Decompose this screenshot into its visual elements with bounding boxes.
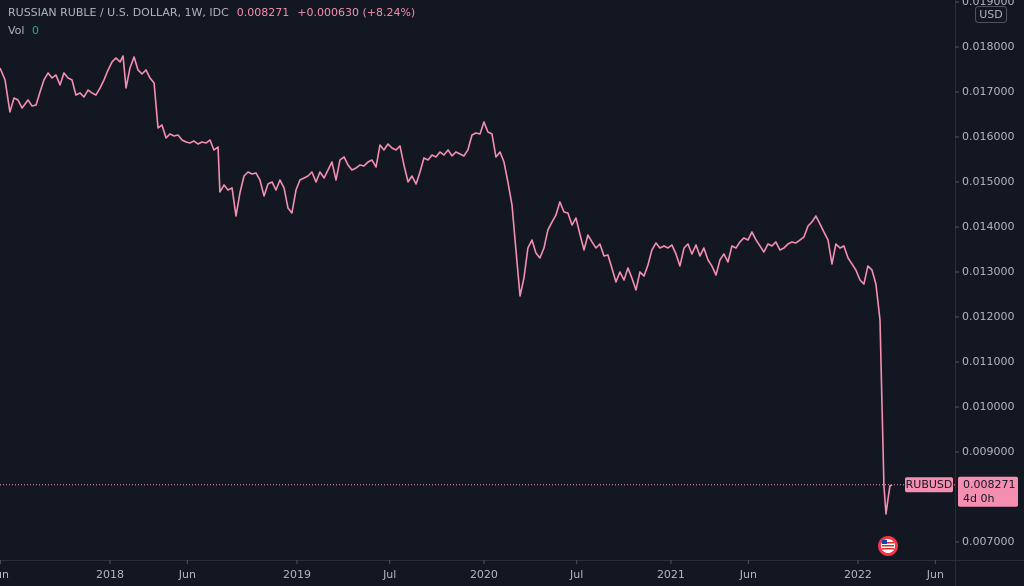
y-tick-label: 0.017000 [962, 85, 1015, 98]
header-price: 0.008271 [237, 6, 290, 19]
flag-stripe [882, 545, 894, 547]
x-tick-label: 2019 [283, 568, 311, 581]
x-tick-label: Jun [739, 568, 757, 581]
event-flag[interactable] [878, 536, 898, 556]
overlay: RUSSIAN RUBLE / U.S. DOLLAR, 1W, IDC 0.0… [8, 6, 1018, 556]
x-tick-label: Jul [382, 568, 396, 581]
y-tick-label: 0.011000 [962, 355, 1015, 368]
y-tick-label: 0.013000 [962, 265, 1015, 278]
x-tick-label: Jun [0, 568, 9, 581]
y-tick-label: 0.009000 [962, 445, 1015, 458]
x-tick-label: Jun [178, 568, 196, 581]
flag-stripe [882, 548, 894, 550]
price-tag-value: 0.008271 [963, 478, 1016, 491]
y-tick-label: 0.012000 [962, 310, 1015, 323]
x-tick-label: 2020 [470, 568, 498, 581]
flag-canton [882, 540, 887, 544]
x-tick-label: 2022 [844, 568, 872, 581]
symbol-tag-label: RUBUSD [906, 478, 953, 491]
y-tick-label: 0.010000 [962, 400, 1015, 413]
price-line [0, 55, 893, 515]
price-tag [958, 476, 1018, 507]
x-tick-label: Jun [926, 568, 944, 581]
volume-label: Vol [8, 24, 24, 37]
currency-label[interactable]: USD [979, 8, 1003, 21]
y-tick-label: 0.019000 [962, 0, 1015, 8]
price-tag-countdown: 4d 0h [963, 492, 994, 505]
y-tick-label: 0.014000 [962, 220, 1015, 233]
symbol-tag [905, 477, 953, 493]
y-tick-label: 0.015000 [962, 175, 1015, 188]
currency-box[interactable] [975, 6, 1007, 23]
x-tick-label: Jul [569, 568, 583, 581]
symbol-title: RUSSIAN RUBLE / U.S. DOLLAR, 1W, IDC [8, 6, 229, 19]
y-tick-label: 0.018000 [962, 40, 1015, 53]
flag-stripe [882, 542, 894, 544]
volume-value: 0 [32, 24, 39, 37]
y-tick-label: 0.016000 [962, 130, 1015, 143]
header-change: +0.000630 (+8.24%) [297, 6, 415, 19]
y-tick-label: 0.007000 [962, 535, 1015, 548]
x-tick-label: 2018 [96, 568, 124, 581]
x-tick-label: 2021 [657, 568, 685, 581]
